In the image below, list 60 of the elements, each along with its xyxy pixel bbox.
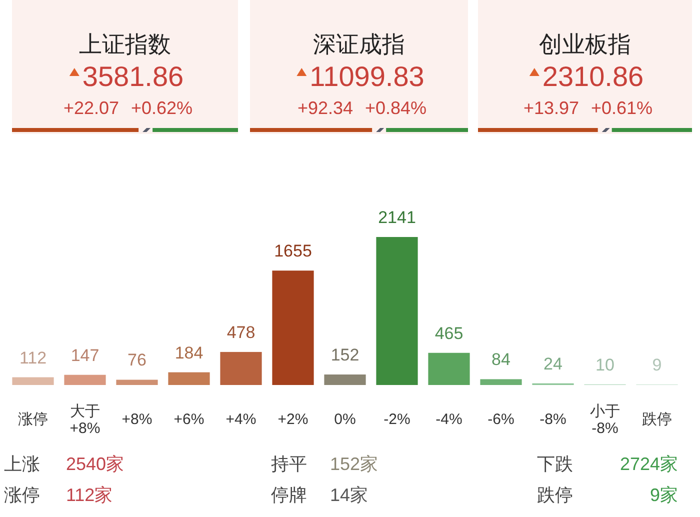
bar bbox=[324, 374, 366, 385]
text: 2724家 bbox=[620, 454, 678, 474]
data-label: 112 bbox=[19, 348, 47, 368]
x-tick-label: 0% bbox=[334, 411, 356, 428]
bar bbox=[220, 352, 262, 385]
bar bbox=[168, 372, 210, 385]
x-tick-label: -6% bbox=[488, 411, 514, 428]
data-label: 1655 bbox=[274, 242, 312, 261]
text: +13.97 bbox=[523, 98, 579, 118]
bar bbox=[428, 352, 470, 385]
x-tick-label: +4% bbox=[226, 411, 256, 428]
bar bbox=[116, 380, 158, 385]
text: 创业板指 bbox=[539, 31, 631, 57]
x-tick-label: -8% bbox=[540, 411, 566, 428]
bar bbox=[480, 379, 522, 385]
text: +22.07 bbox=[63, 98, 119, 118]
x-tick-label: +8% bbox=[122, 411, 152, 428]
bar bbox=[376, 237, 418, 385]
x-tick-label: +2% bbox=[278, 411, 308, 428]
data-label: 152 bbox=[330, 345, 360, 364]
text: 3581.86 bbox=[82, 61, 184, 92]
text: 涨停 bbox=[4, 485, 40, 505]
data-label: 10 bbox=[596, 355, 614, 374]
text: 2310.86 bbox=[542, 61, 644, 92]
text: 停牌 bbox=[271, 485, 307, 505]
text: 上涨 bbox=[4, 454, 40, 474]
data-label: 9 bbox=[652, 355, 662, 374]
text: 112家 bbox=[66, 485, 113, 505]
bar bbox=[64, 374, 106, 385]
text: 上证指数 bbox=[79, 31, 171, 57]
x-tick-label: 跌停 bbox=[642, 411, 672, 428]
text: 152家 bbox=[330, 454, 378, 474]
data-label: 24 bbox=[544, 354, 562, 374]
data-label: 76 bbox=[128, 350, 146, 370]
data-label: 147 bbox=[70, 346, 100, 365]
x-tick-label: +6% bbox=[174, 411, 204, 428]
text: +92.34 bbox=[297, 98, 353, 118]
x-tick-label: 小于 -8% bbox=[590, 402, 620, 437]
text: +0.61% bbox=[591, 98, 653, 118]
text: 下跌 bbox=[537, 454, 573, 474]
data-label: 184 bbox=[174, 343, 204, 362]
text: 2540家 bbox=[66, 454, 124, 474]
text: 11099.83 bbox=[310, 61, 424, 92]
data-label: 2141 bbox=[378, 208, 416, 227]
text: 持平 bbox=[271, 454, 307, 474]
text: +0.84% bbox=[365, 98, 427, 118]
text: +0.62% bbox=[131, 98, 193, 118]
text: 跌停 bbox=[537, 485, 573, 505]
text: 深证成指 bbox=[313, 31, 405, 57]
x-tick-label: -4% bbox=[436, 411, 462, 428]
x-tick-label: 大于 +8% bbox=[70, 402, 100, 437]
data-label: 465 bbox=[434, 324, 464, 343]
text: 14家 bbox=[330, 485, 368, 505]
x-tick-label: -2% bbox=[384, 411, 410, 428]
text: 9家 bbox=[650, 485, 678, 505]
data-label: 84 bbox=[492, 350, 510, 370]
data-label: 478 bbox=[226, 322, 256, 342]
bar bbox=[12, 377, 54, 385]
bar bbox=[272, 270, 314, 385]
x-tick-label: 涨停 bbox=[18, 411, 48, 428]
